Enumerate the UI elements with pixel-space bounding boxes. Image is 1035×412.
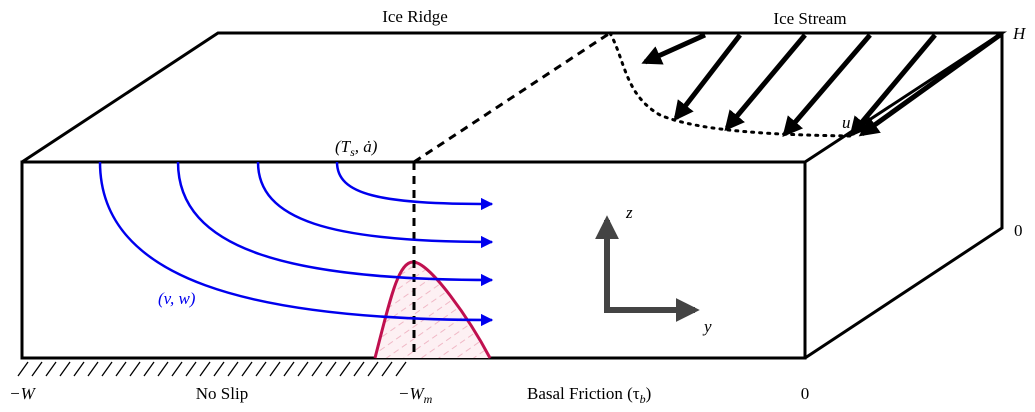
- left-edge-label: −W: [9, 384, 36, 403]
- ice-stream-label: Ice Stream: [773, 9, 846, 28]
- friction-profile: [375, 262, 490, 358]
- coordinate-axes: [595, 215, 700, 322]
- z-axis-label: z: [625, 203, 633, 222]
- divide-line: [412, 31, 611, 358]
- right-zero-label: 0: [1014, 221, 1023, 240]
- surface-forcing-label: (Ts, ȧ): [335, 137, 378, 159]
- ice-stream-arrows: [641, 32, 1002, 138]
- surface-forcing-open: (T: [335, 137, 352, 156]
- margin-label: −Wm: [398, 384, 433, 406]
- flow-velocity-label: (v, w): [158, 289, 196, 308]
- y-axis-label: y: [702, 317, 712, 336]
- basal-friction-open: Basal Friction (τ: [527, 384, 640, 403]
- basal-friction-sub: b: [640, 392, 646, 406]
- stream-velocity-label: u: [842, 113, 851, 132]
- basal-friction-close: ): [646, 384, 652, 403]
- surface-forcing-sub: s: [350, 145, 355, 159]
- ice-ridge-label: Ice Ridge: [382, 7, 448, 26]
- box: [20, 31, 1008, 360]
- margin-sub: m: [424, 392, 433, 406]
- streamlines: [98, 161, 494, 327]
- margin-main: −W: [398, 384, 425, 403]
- basal-friction-label: Basal Friction (τb): [527, 384, 651, 406]
- bottom-zero-label: 0: [801, 384, 810, 403]
- surface-forcing-close: , ȧ): [355, 137, 378, 156]
- no-slip-hatching: [17, 361, 407, 377]
- no-slip-label: No Slip: [196, 384, 248, 403]
- height-label: H: [1012, 24, 1027, 43]
